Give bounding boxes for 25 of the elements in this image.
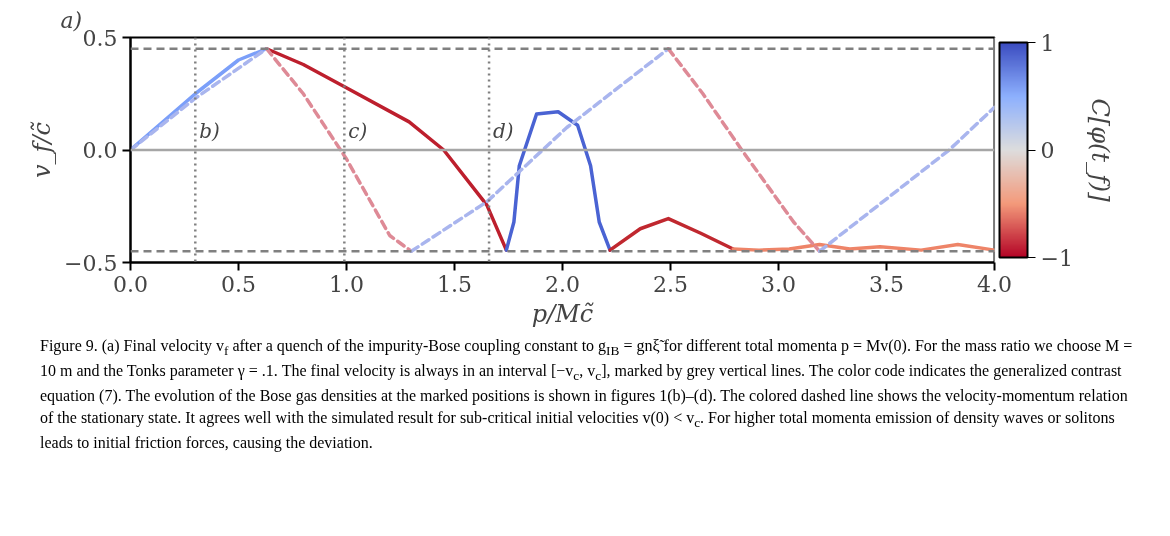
ref-line-label: b) [199,119,220,144]
y-tick-label: 0.0 [82,138,118,163]
chart-title: a) [60,7,83,33]
x-tick-label: 0.5 [221,271,257,297]
y-tick-label: 0.5 [82,25,118,51]
color-bar-title: C[φ(t_f)] [1085,98,1114,203]
color-bar-label: 1 [1040,30,1055,56]
x-tick-label: 4.0 [977,271,1013,297]
x-tick-label: 1.0 [329,271,365,297]
x-tick-label: 1.5 [437,271,473,297]
x-tick-label: 3.0 [761,271,797,297]
color-bar-label: 0 [1040,138,1055,163]
line-series [409,47,671,253]
x-tick-label: 2.5 [653,271,689,297]
x-tick-label: 3.5 [869,271,905,297]
ref-line-label: c) [348,119,368,144]
y-axis-title: v_f/c̃ [28,120,57,178]
x-tick-label: 2.0 [545,271,581,297]
line-series [264,47,414,253]
line-series [608,216,735,252]
ref-line-label: d) [493,119,514,144]
x-axis-title: p/Mc̃ [531,299,595,328]
line-series [666,47,822,253]
color-bar-label: −1 [1040,245,1073,271]
text: Figure 9. (a) Final velocity v$_{f}$ after a quench of the impurity-Bose coupling constant to g$_{IB}$ = gnξ̃ for different total momenta p = Mv(0). For the mass ratio we choose M = 10 m and the Tonks parameter γ = .1. The final velocity is always in an interval [−v$_{c}$, v$_{c}$], marked by grey vertical lines. The color code indicates the generalized contrast equation (7). The evolution of the Bose gas densities at the marked positions is shown in figures 1(b)–(d). The colored dashed line shows the velocity-momentum relation of the stationary state. It agrees well with the simulated result for sub-critical initial velocities v(0) < v$_{c}$. For higher total momenta emission of density waves or solitons leads to initial friction forces, causing the deviation. [40,337,1133,452]
